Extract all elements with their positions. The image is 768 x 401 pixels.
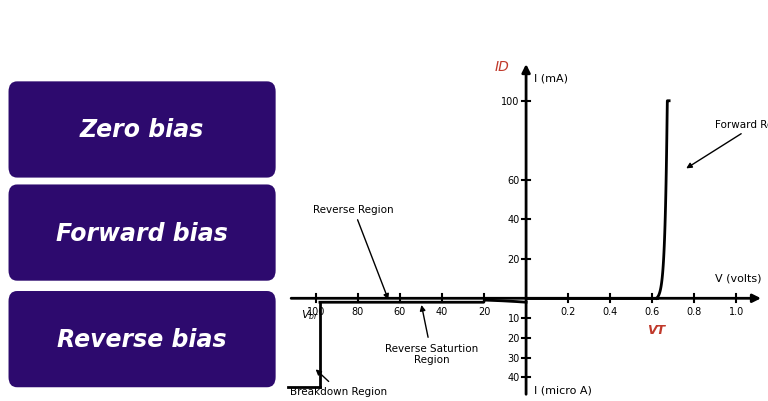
Text: 20: 20	[478, 306, 490, 316]
Text: 1.0: 1.0	[729, 306, 744, 316]
Text: 60: 60	[508, 175, 520, 185]
Text: 80: 80	[352, 306, 364, 316]
Text: 0.2: 0.2	[561, 306, 576, 316]
Text: 30: 30	[508, 352, 520, 363]
Text: $V_{br}$: $V_{br}$	[301, 308, 319, 321]
FancyBboxPatch shape	[8, 82, 276, 178]
Text: 20: 20	[508, 254, 520, 264]
Text: VI characteristics of pn junction Diode: VI characteristics of pn junction Diode	[84, 15, 684, 43]
Text: Forward bias: Forward bias	[56, 221, 228, 245]
Text: Reverse bias: Reverse bias	[58, 327, 227, 351]
Text: 60: 60	[394, 306, 406, 316]
Text: 40: 40	[508, 215, 520, 225]
Text: 100: 100	[502, 97, 520, 107]
Text: 40: 40	[435, 306, 448, 316]
Text: 20: 20	[508, 333, 520, 343]
Text: I (mA): I (mA)	[535, 73, 568, 83]
FancyBboxPatch shape	[8, 185, 276, 281]
Text: 100: 100	[306, 306, 325, 316]
Text: Breakdown Region: Breakdown Region	[290, 371, 388, 396]
Text: 0.6: 0.6	[644, 306, 660, 316]
Text: I (micro A): I (micro A)	[535, 384, 592, 394]
Text: V (volts): V (volts)	[715, 273, 762, 283]
Text: 10: 10	[508, 313, 520, 323]
Text: VT: VT	[647, 324, 666, 336]
Text: 0.4: 0.4	[603, 306, 617, 316]
Text: 0.8: 0.8	[687, 306, 702, 316]
Text: ID: ID	[495, 60, 509, 74]
Text: Reverse Saturtion
Region: Reverse Saturtion Region	[385, 307, 478, 365]
Text: Zero bias: Zero bias	[80, 118, 204, 142]
FancyBboxPatch shape	[8, 291, 276, 387]
Text: Reverse Region: Reverse Region	[313, 205, 394, 298]
Text: 40: 40	[508, 373, 520, 382]
Text: Forward Region: Forward Region	[687, 120, 768, 168]
